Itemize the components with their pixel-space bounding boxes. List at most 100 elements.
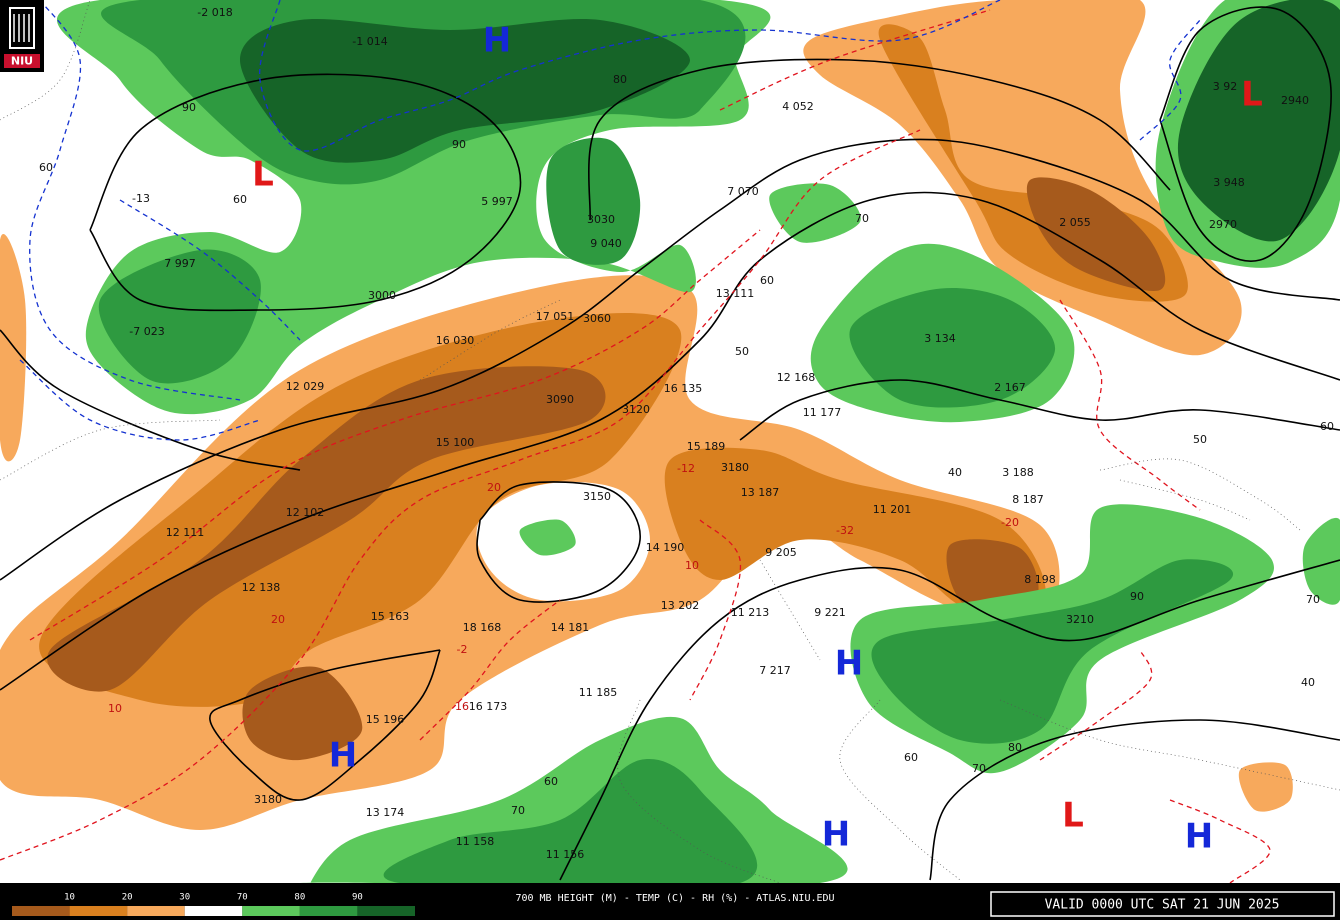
temp-contour-cold [19, 359, 261, 441]
contour-label: 40 [948, 466, 962, 479]
legend-swatch [357, 906, 415, 916]
pressure-center: H [822, 815, 850, 855]
contour-label: -2 [457, 643, 468, 656]
rh-region [383, 759, 758, 892]
pressure-center: H [483, 21, 511, 61]
rh-contour [419, 299, 561, 381]
contour-label: 70 [511, 804, 525, 817]
height-contour [0, 191, 1340, 691]
legend-label: 90 [352, 893, 363, 903]
temp-contour [689, 519, 742, 701]
station-plot: 12 029 [286, 380, 325, 393]
contour-label: 90 [452, 138, 466, 151]
rh-contour [0, 0, 91, 121]
contour-label: 3030 [587, 213, 615, 226]
station-plot: -2 018 [197, 6, 232, 19]
legend: 10 20 30 70 80 90 [12, 893, 415, 916]
legend-swatch [69, 906, 128, 916]
pressure-center: H [1185, 817, 1213, 857]
contour-label: 50 [1193, 433, 1207, 446]
pressure-center: L [1241, 75, 1263, 115]
temp-contour [1169, 799, 1271, 884]
rh-region [47, 366, 606, 692]
rh-region [946, 539, 1039, 610]
contour-label: 80 [613, 73, 627, 86]
station-plot: 5 997 [481, 195, 513, 208]
station-plot: 8 198 [1024, 573, 1056, 586]
contour-label: 60 [1320, 420, 1334, 433]
rh-region [98, 249, 261, 384]
contour-label: 3180 [254, 793, 282, 806]
rh-region [1302, 517, 1340, 605]
station-plot: 13 202 [661, 599, 700, 612]
station-plot: 3 188 [1002, 466, 1034, 479]
rh-region [1177, 0, 1340, 242]
rh-region [769, 183, 861, 243]
station-plot: 16 030 [436, 334, 475, 347]
station-plot: 15 196 [366, 713, 405, 726]
contour-label: 80 [1008, 741, 1022, 754]
station-plot: 16 173 [469, 700, 508, 713]
rh-region [546, 137, 641, 265]
logo-text: NIU [11, 55, 33, 68]
station-plot: 13 111 [716, 287, 755, 300]
temp-contour-cold [29, 0, 241, 401]
station-plot: 15 163 [371, 610, 410, 623]
station-plot: 11 177 [803, 406, 842, 419]
contour-label: 2970 [1209, 218, 1237, 231]
rh-contour [999, 699, 1340, 791]
contour-label: 40 [1301, 676, 1315, 689]
height-contour [1159, 6, 1332, 262]
legend-label: 80 [294, 893, 305, 903]
legend-swatch [242, 906, 300, 916]
station-plot: 17 051 [536, 310, 575, 323]
pressure-center: L [252, 155, 274, 195]
station-plot: 8 187 [1012, 493, 1044, 506]
station-plot: 12 111 [166, 526, 205, 539]
height-contour [739, 379, 1340, 441]
rh-contour [1099, 458, 1301, 531]
station-plot: 11 185 [579, 686, 618, 699]
rh-region [849, 288, 1056, 408]
rh-region [240, 18, 690, 163]
temp-contour [419, 599, 561, 741]
legend-swatch [127, 906, 185, 916]
contour-label: 3090 [546, 393, 574, 406]
station-plot: 9 040 [590, 237, 622, 250]
station-plot: 11 158 [456, 835, 495, 848]
contour-label: 70 [972, 762, 986, 775]
contour-label: 16 [455, 700, 469, 713]
contour-label: 10 [108, 702, 122, 715]
temp-contour [29, 229, 761, 641]
contour-label: 3000 [368, 289, 396, 302]
legend-swatch [184, 906, 243, 916]
height-contour [209, 649, 441, 801]
temp-contour [1059, 299, 1201, 511]
legend-swatch [12, 906, 70, 916]
station-plot: 12 168 [777, 371, 816, 384]
station-plot: 13 174 [366, 806, 405, 819]
contour-label: 60 [233, 193, 247, 206]
temp-contour [719, 9, 991, 111]
station-plot: 3 134 [924, 332, 956, 345]
station-plot: 9 221 [814, 606, 846, 619]
rh-contour [617, 699, 781, 884]
contour-label: 60 [39, 161, 53, 174]
rh-region [0, 234, 27, 462]
logo-badge [4, 54, 40, 68]
station-plot: 14 181 [551, 621, 590, 634]
station-plot: 7 217 [759, 664, 791, 677]
rh-region [871, 559, 1234, 744]
logo-tower [9, 7, 35, 49]
contour-label: 60 [760, 274, 774, 287]
height-contour [0, 329, 301, 471]
station-plot: 3 948 [1213, 176, 1245, 189]
temp-contour [0, 129, 921, 861]
station-plot: -7 023 [129, 325, 164, 338]
station-plot: 12 102 [286, 506, 325, 519]
contour-label: -32 [836, 524, 854, 537]
station-plot: 4 052 [782, 100, 814, 113]
